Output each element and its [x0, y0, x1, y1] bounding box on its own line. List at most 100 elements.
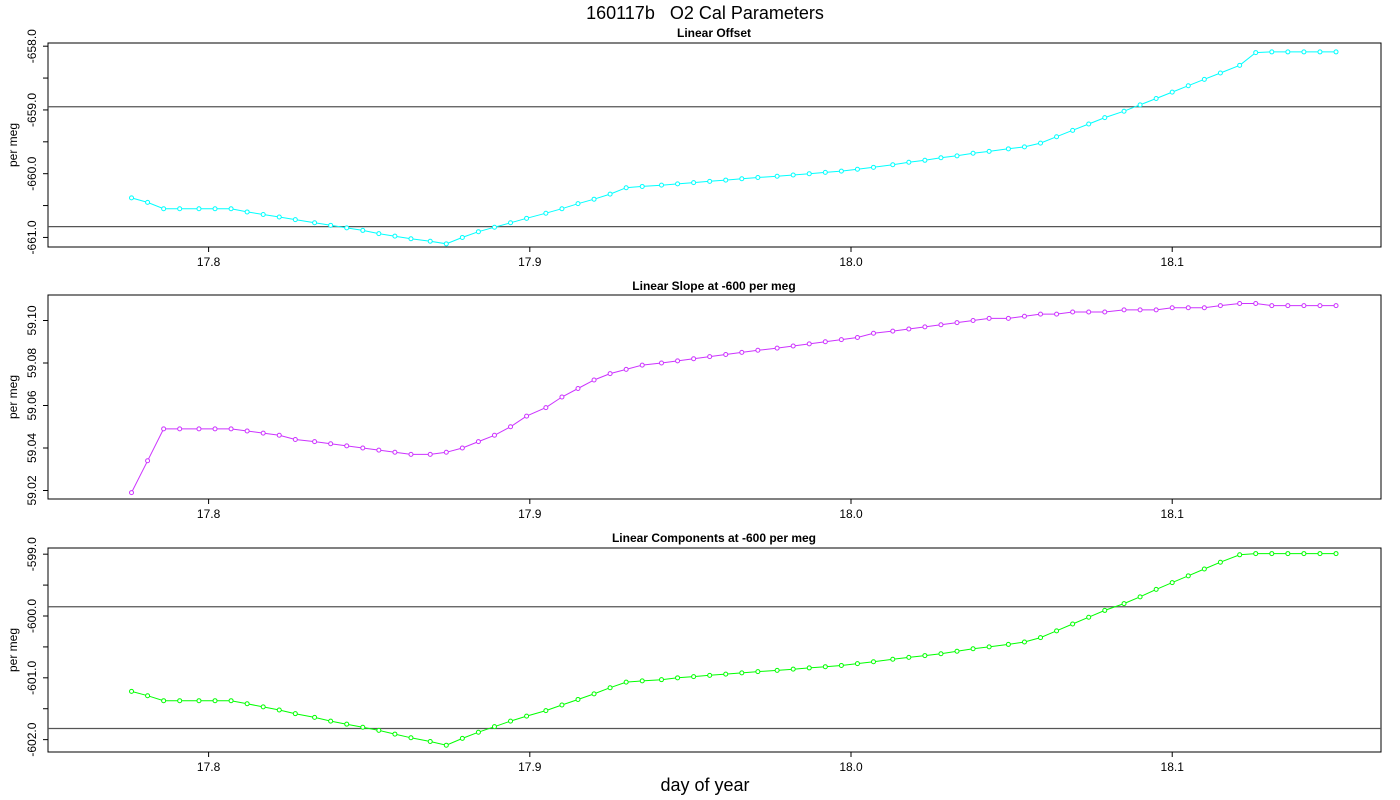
data-point	[276, 214, 282, 220]
x-tick-label: 17.8	[197, 507, 221, 521]
data-point	[443, 742, 449, 748]
y-tick-label: -661.0	[25, 220, 39, 254]
data-point	[675, 181, 681, 187]
data-point	[1333, 303, 1339, 309]
data-point	[475, 729, 481, 735]
data-point	[639, 362, 645, 368]
data-point	[1285, 303, 1291, 309]
data-point	[459, 735, 465, 741]
data-point	[427, 738, 433, 744]
data-point	[591, 196, 597, 202]
data-point	[954, 648, 960, 654]
data-point	[790, 666, 796, 672]
series-line	[131, 553, 1336, 746]
data-point	[1070, 621, 1076, 627]
data-point	[1317, 303, 1323, 309]
data-point	[1217, 70, 1223, 76]
data-point	[922, 157, 928, 163]
chart-panel-linear-components: Linear Components at -600 per meg per me…	[6, 531, 1382, 774]
y-tick-label: -600.0	[25, 599, 39, 633]
data-point	[838, 168, 844, 174]
data-point	[755, 347, 761, 353]
x-tick-label: 18.1	[1161, 255, 1185, 269]
data-point	[392, 731, 398, 737]
data-point	[1253, 50, 1259, 56]
data-point	[1054, 628, 1060, 634]
data-point	[312, 220, 318, 226]
data-point	[1237, 552, 1243, 558]
data-point	[938, 155, 944, 161]
data-point	[854, 166, 860, 172]
data-point	[1137, 102, 1143, 108]
data-point	[328, 718, 334, 724]
chart-panel-linear-slope: Linear Slope at -600 per meg per meg 17.…	[6, 279, 1382, 521]
data-point	[344, 443, 350, 449]
data-point	[427, 238, 433, 244]
data-point	[408, 735, 414, 741]
data-point	[591, 377, 597, 383]
data-point	[707, 178, 713, 184]
data-point	[459, 445, 465, 451]
data-point	[774, 667, 780, 673]
data-point	[475, 229, 481, 235]
data-point	[906, 326, 912, 332]
data-point	[707, 672, 713, 678]
data-point	[822, 169, 828, 175]
data-point	[575, 201, 581, 207]
data-point	[870, 164, 876, 170]
data-point	[591, 691, 597, 697]
data-point	[838, 337, 844, 343]
y-tick-label: -658.0	[25, 29, 39, 63]
data-point	[196, 426, 202, 432]
data-point	[1185, 83, 1191, 89]
data-point	[986, 148, 992, 154]
y-tick-label: -659.0	[25, 93, 39, 127]
data-point	[623, 366, 629, 372]
data-point	[129, 195, 135, 201]
chart-panel-linear-offset: Linear Offset per meg 17.8 17.9 18.0 18.1 -6…	[6, 26, 1382, 269]
plot-frame	[47, 42, 1382, 248]
data-point	[659, 360, 665, 366]
y-tick-label: -660.0	[25, 156, 39, 190]
data-point	[607, 191, 613, 197]
data-point	[1253, 551, 1259, 557]
data-point	[1217, 303, 1223, 309]
data-point	[1301, 303, 1307, 309]
data-point	[312, 439, 318, 445]
y-tick-label: 59.04	[25, 433, 39, 463]
x-tick-label: 18.0	[839, 255, 863, 269]
data-point	[675, 358, 681, 364]
data-point	[707, 354, 713, 360]
data-point	[328, 441, 334, 447]
x-tick-label: 18.1	[1161, 507, 1185, 521]
x-tick-label: 17.8	[197, 760, 221, 774]
data-point	[212, 426, 218, 432]
data-point	[1317, 551, 1323, 557]
data-point	[806, 171, 812, 177]
data-point	[1005, 315, 1011, 321]
data-point	[739, 349, 745, 355]
data-point	[1185, 305, 1191, 311]
data-point	[822, 339, 828, 345]
data-point	[970, 150, 976, 156]
data-point	[639, 678, 645, 684]
data-point	[524, 413, 530, 419]
data-point	[906, 159, 912, 165]
data-point	[1137, 594, 1143, 600]
data-point	[276, 432, 282, 438]
data-point	[1237, 62, 1243, 68]
data-point	[1237, 301, 1243, 306]
data-point	[392, 233, 398, 239]
data-point	[196, 206, 202, 212]
data-point	[508, 424, 514, 430]
data-point	[1054, 311, 1060, 317]
data-point	[1121, 307, 1127, 313]
data-point	[623, 679, 629, 685]
data-point	[360, 445, 366, 451]
data-point	[145, 693, 151, 699]
data-point	[161, 206, 167, 212]
data-point	[508, 220, 514, 226]
data-point	[1121, 108, 1127, 114]
data-point	[475, 439, 481, 445]
data-point	[986, 315, 992, 321]
